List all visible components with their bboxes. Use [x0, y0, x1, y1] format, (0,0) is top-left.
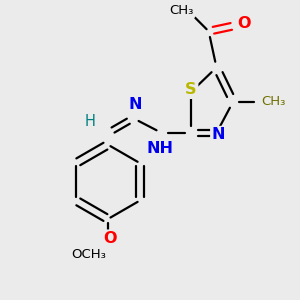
- Text: N: N: [129, 97, 142, 112]
- Text: NH: NH: [146, 141, 173, 156]
- Text: H: H: [85, 114, 96, 129]
- Text: N: N: [212, 128, 225, 142]
- Text: CH₃: CH₃: [261, 95, 285, 108]
- Text: O: O: [103, 231, 117, 246]
- Text: CH₃: CH₃: [169, 4, 194, 17]
- Text: O: O: [237, 16, 250, 31]
- Text: S: S: [185, 82, 197, 98]
- Text: OCH₃: OCH₃: [71, 248, 106, 261]
